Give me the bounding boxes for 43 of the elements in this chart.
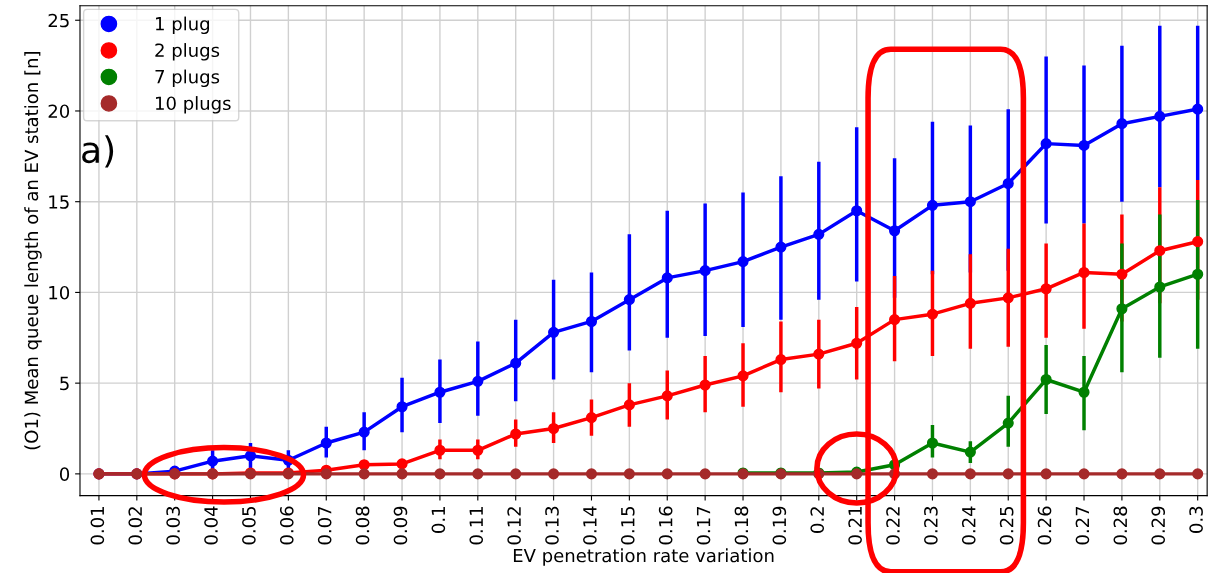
y-tick-label: 5 [60,376,69,391]
x-tick-label: 0.15 [620,506,635,545]
x-tick-label: 0.27 [1075,506,1090,545]
x-tick-label: 0.01 [90,507,105,545]
x-tick-label: 0.25 [999,506,1014,545]
x-tick-label: 0.18 [734,506,749,545]
x-tick-label: 0.22 [886,507,900,545]
x-tick-label: 0.02 [128,507,143,545]
x-tick-label: 0.07 [317,506,332,545]
x-tick-label: 0.24 [961,506,976,545]
x-tick-label: 0.04 [204,506,218,545]
y-axis-title: (O1) Mean queue length of an EV station [n] [24,52,42,450]
x-tick-label: 0.26 [1037,506,1052,545]
legend-label: 1 plug [156,16,209,35]
legend-label: 10 plugs [156,96,231,114]
y-tick-label: 0 [59,467,70,481]
x-tick-label: 0.03 [166,506,180,545]
x-tick-label: 0.19 [772,506,787,545]
x-tick-label: 0.2 [810,507,825,533]
y-tick-label: 20 [48,104,70,119]
x-tick-label: 0.11 [469,507,484,545]
x-tick-label: 0.29 [1151,506,1166,545]
x-tick-label: 0.13 [545,506,559,545]
x-tick-label: 0.3 [1189,506,1203,533]
annotation: a) [82,135,114,168]
x-axis-title: EV penetration rate variation [513,548,774,566]
x-tick-label: 0.12 [507,507,521,545]
x-tick-label: 0.14 [583,506,597,545]
y-tick-label: 25 [48,13,69,28]
x-tick-label: 0.08 [355,506,370,545]
x-tick-label: 0.28 [1113,506,1128,545]
x-tick-label: 0.16 [658,506,673,545]
x-tick-label: 0.23 [924,506,938,545]
x-tick-label: 0.06 [279,506,294,545]
x-tick-label: 0.05 [242,506,256,545]
x-tick-label: 0.17 [696,506,711,545]
y-tick-label: 15 [49,195,69,209]
x-tick-label: 0.1 [431,507,446,533]
y-tick-label: 10 [49,285,70,300]
legend-label: 7 plugs [155,69,220,88]
legend-label: 2 plugs [155,43,220,61]
x-tick-label: 0.21 [848,507,862,545]
x-tick-label: 0.09 [393,506,408,545]
